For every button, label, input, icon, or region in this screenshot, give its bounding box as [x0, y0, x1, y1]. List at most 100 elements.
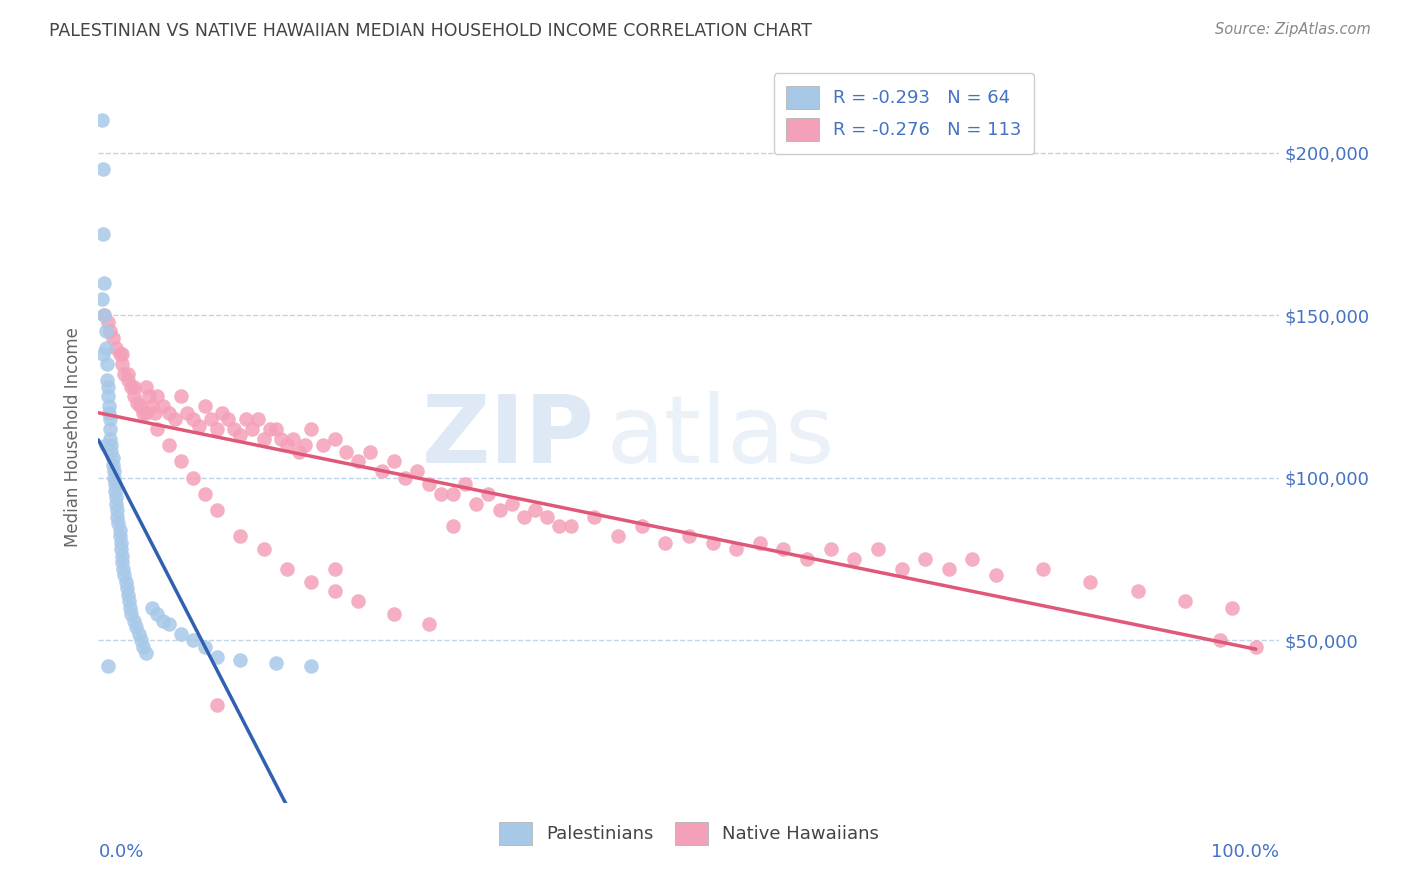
- Point: [678, 529, 700, 543]
- Point: [91, 347, 114, 361]
- Point: [110, 542, 132, 557]
- Point: [630, 519, 652, 533]
- Point: [512, 509, 534, 524]
- Point: [98, 432, 121, 446]
- Point: [205, 503, 228, 517]
- Text: 0.0%: 0.0%: [98, 843, 143, 861]
- Point: [121, 380, 143, 394]
- Point: [1209, 633, 1232, 648]
- Point: [477, 487, 499, 501]
- Point: [984, 568, 1007, 582]
- Point: [98, 325, 121, 339]
- Point: [181, 471, 204, 485]
- Point: [371, 464, 394, 478]
- Point: [418, 617, 440, 632]
- Point: [1244, 640, 1267, 654]
- Point: [211, 406, 233, 420]
- Point: [122, 614, 145, 628]
- Point: [962, 552, 984, 566]
- Point: [607, 529, 630, 543]
- Point: [229, 529, 252, 543]
- Point: [152, 399, 174, 413]
- Point: [108, 529, 131, 543]
- Point: [132, 640, 155, 654]
- Point: [725, 542, 748, 557]
- Point: [101, 451, 124, 466]
- Point: [98, 406, 121, 420]
- Point: [170, 626, 193, 640]
- Point: [120, 600, 142, 615]
- Point: [524, 503, 547, 517]
- Point: [323, 432, 346, 446]
- Point: [1220, 600, 1243, 615]
- Point: [118, 594, 141, 608]
- Point: [146, 607, 169, 622]
- Point: [100, 444, 122, 458]
- Point: [97, 659, 120, 673]
- Point: [938, 562, 960, 576]
- Point: [283, 432, 305, 446]
- Point: [1174, 594, 1197, 608]
- Point: [312, 438, 335, 452]
- Point: [105, 509, 128, 524]
- Point: [240, 422, 263, 436]
- Point: [299, 574, 322, 589]
- Point: [820, 542, 842, 557]
- Point: [143, 406, 166, 420]
- Point: [229, 428, 252, 442]
- Point: [117, 367, 139, 381]
- Point: [229, 653, 252, 667]
- Point: [157, 617, 180, 632]
- Point: [294, 438, 316, 452]
- Point: [246, 412, 269, 426]
- Point: [100, 438, 122, 452]
- Y-axis label: Median Household Income: Median Household Income: [65, 327, 83, 547]
- Point: [176, 406, 198, 420]
- Point: [406, 464, 429, 478]
- Point: [224, 422, 246, 436]
- Point: [288, 444, 311, 458]
- Point: [135, 406, 157, 420]
- Point: [117, 588, 139, 602]
- Point: [465, 497, 488, 511]
- Point: [141, 399, 163, 413]
- Point: [194, 640, 217, 654]
- Point: [110, 535, 132, 549]
- Point: [418, 477, 440, 491]
- Point: [98, 399, 121, 413]
- Point: [205, 698, 228, 713]
- Point: [382, 607, 405, 622]
- Point: [560, 519, 582, 533]
- Text: Source: ZipAtlas.com: Source: ZipAtlas.com: [1215, 22, 1371, 37]
- Point: [157, 438, 180, 452]
- Point: [259, 422, 281, 436]
- Point: [453, 477, 475, 491]
- Point: [103, 464, 125, 478]
- Point: [114, 574, 136, 589]
- Point: [1126, 584, 1149, 599]
- Point: [181, 412, 204, 426]
- Point: [94, 438, 117, 452]
- Point: [97, 389, 120, 403]
- Point: [1080, 574, 1102, 589]
- Point: [772, 542, 794, 557]
- Point: [97, 315, 120, 329]
- Point: [200, 412, 222, 426]
- Point: [128, 399, 150, 413]
- Point: [125, 620, 148, 634]
- Point: [146, 422, 169, 436]
- Point: [128, 626, 150, 640]
- Point: [132, 406, 155, 420]
- Point: [101, 331, 124, 345]
- Point: [170, 454, 193, 468]
- Point: [111, 347, 134, 361]
- Point: [323, 584, 346, 599]
- Point: [135, 380, 157, 394]
- Point: [441, 519, 464, 533]
- Point: [430, 487, 453, 501]
- Point: [347, 454, 370, 468]
- Point: [91, 292, 114, 306]
- Point: [111, 357, 134, 371]
- Point: [347, 594, 370, 608]
- Point: [187, 418, 209, 433]
